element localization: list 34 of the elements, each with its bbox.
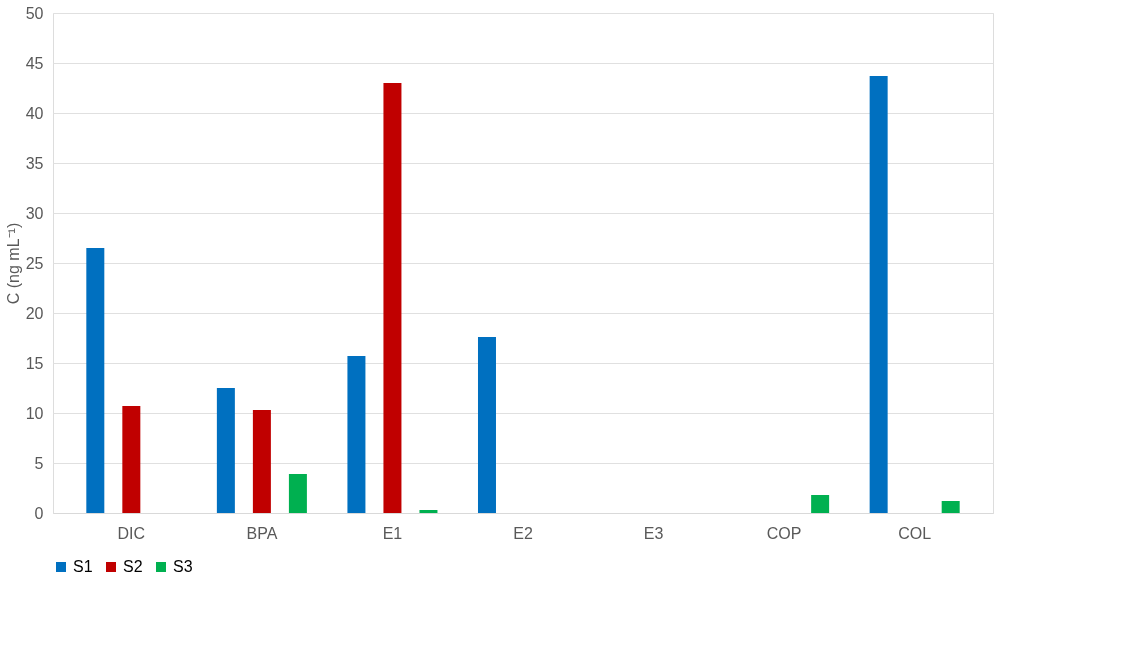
y-tick-label: 10 — [25, 404, 44, 422]
bar — [941, 501, 960, 513]
bar — [419, 510, 438, 513]
bar — [477, 337, 496, 513]
y-tick-label: 5 — [34, 454, 44, 472]
y-tick-label: 30 — [25, 204, 44, 222]
bar — [122, 406, 141, 513]
y-tick-label: 35 — [25, 154, 44, 172]
y-tick-label: 45 — [25, 54, 44, 72]
y-axis-title: C (ng mL⁻¹) — [4, 222, 22, 305]
bar — [216, 388, 235, 513]
y-tick-label: 40 — [25, 104, 44, 122]
x-tick-label: E3 — [643, 524, 664, 542]
legend-label: S1 — [73, 558, 93, 575]
bar — [383, 83, 402, 513]
y-tick-label: 0 — [34, 504, 44, 522]
bar — [252, 410, 271, 513]
x-tick-label: E2 — [513, 524, 533, 542]
y-tick-label: 15 — [25, 354, 44, 372]
legend-label: S2 — [123, 558, 143, 575]
x-tick-label: COP — [766, 524, 802, 542]
bar — [288, 474, 307, 513]
bar — [86, 248, 105, 513]
x-tick-label: BPA — [246, 524, 278, 542]
legend-label: S3 — [173, 558, 193, 575]
bar — [347, 356, 366, 513]
y-tick-label: 20 — [25, 304, 44, 322]
y-tick-label: 25 — [25, 254, 44, 272]
bar — [869, 76, 888, 513]
x-tick-label: DIC — [117, 524, 146, 542]
x-tick-label: E1 — [382, 524, 403, 542]
x-tick-label: COL — [898, 524, 932, 542]
bar — [811, 495, 830, 513]
y-tick-label: 50 — [25, 4, 44, 22]
